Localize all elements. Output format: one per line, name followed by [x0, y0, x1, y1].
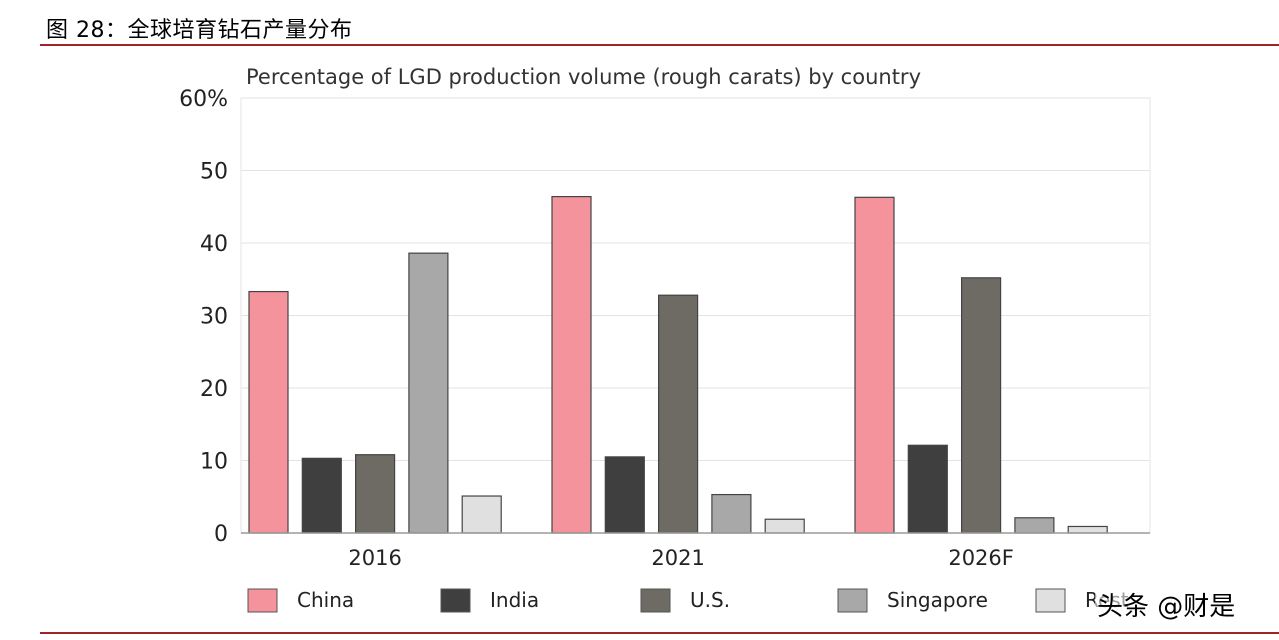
bar-u-s--2016 [355, 454, 396, 534]
legend-swatch [1035, 588, 1066, 613]
x-tick-label: 2026F [948, 546, 1014, 570]
bar-singapore-2021 [711, 493, 752, 534]
bar-china-2016 [248, 290, 289, 534]
y-tick-label: 10 [200, 450, 228, 475]
bar-u-s--2026f [960, 277, 1002, 534]
bar-china-2026f [854, 196, 895, 534]
legend-label: India [490, 588, 539, 612]
y-tick-label: 60% [179, 87, 228, 112]
bar-india-2016 [301, 457, 342, 534]
figure-header: 图 28：全球培育钻石产量分布 [0, 0, 1279, 46]
legend-label: China [297, 588, 354, 612]
legend-label: U.S. [690, 588, 730, 612]
x-tick-label: 2016 [348, 546, 401, 570]
chart-title: Percentage of LGD production volume (rou… [246, 65, 921, 89]
bar-rest-2016 [461, 495, 502, 534]
bar-rest-2026f [1067, 525, 1108, 534]
bar-india-2026f [907, 444, 948, 534]
y-tick-label: 40 [200, 232, 228, 257]
watermark: 头条 @财是 [1095, 586, 1238, 623]
legend-swatch [440, 588, 471, 613]
y-tick-label: 20 [200, 377, 228, 402]
y-tick-label: 50 [200, 160, 228, 185]
bar-china-2021 [551, 196, 592, 534]
bar-india-2021 [604, 456, 645, 534]
y-tick-label: 30 [200, 305, 228, 330]
bottom-rule [40, 632, 1279, 634]
bar-singapore-2026f [1014, 517, 1055, 534]
bar-singapore-2016 [408, 252, 449, 534]
bar-rest-2021 [764, 518, 805, 534]
legend-swatch [640, 588, 671, 613]
y-tick-label: 0 [214, 522, 228, 547]
legend-swatch [837, 588, 868, 613]
legend-label: Singapore [887, 588, 988, 612]
top-rule [40, 44, 1279, 46]
legend-swatch [247, 588, 278, 613]
bar-u-s--2021 [657, 294, 699, 534]
figure-title: 图 28：全球培育钻石产量分布 [46, 18, 353, 43]
x-tick-label: 2021 [651, 546, 704, 570]
